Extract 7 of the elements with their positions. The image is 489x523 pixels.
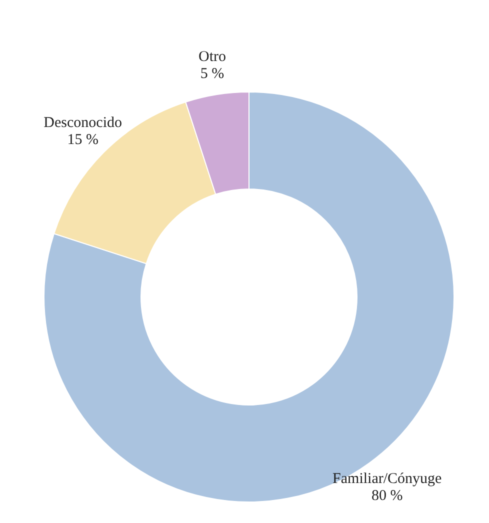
data-label: 5 % [200,66,224,82]
donut-slice [44,92,454,502]
slice-label: Otro [198,48,226,65]
data-label: 80 % [372,488,403,504]
slice-label: Desconocido [44,114,122,131]
data-label: 15 % [67,132,98,148]
slice-label: Familiar/Cónyuge [332,471,442,488]
